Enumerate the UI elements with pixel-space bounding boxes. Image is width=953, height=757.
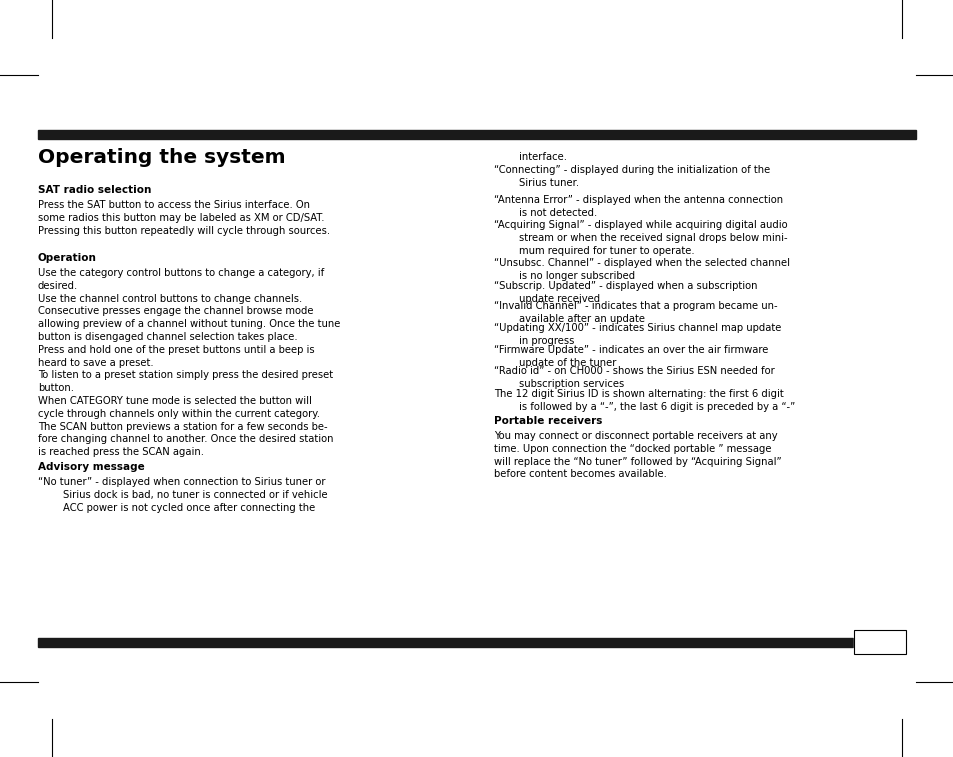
Text: Advisory message: Advisory message bbox=[38, 462, 145, 472]
Bar bbox=[853, 630, 905, 654]
Text: “Invalid Channel” - indicates that a program became un-
        available after : “Invalid Channel” - indicates that a pro… bbox=[494, 301, 777, 324]
Text: “Antenna Error” - displayed when the antenna connection
        is not detected.: “Antenna Error” - displayed when the ant… bbox=[494, 195, 782, 218]
Text: “Acquiring Signal” - displayed while acquiring digital audio
        stream or w: “Acquiring Signal” - displayed while acq… bbox=[494, 220, 787, 256]
Text: “Updating XX/100” - indicates Sirius channel map update
        in progress: “Updating XX/100” - indicates Sirius cha… bbox=[494, 323, 781, 346]
Text: “No tuner” - displayed when connection to Sirius tuner or
        Sirius dock is: “No tuner” - displayed when connection t… bbox=[38, 477, 327, 512]
Text: SAT radio selection: SAT radio selection bbox=[38, 185, 152, 195]
Text: Operation: Operation bbox=[38, 253, 97, 263]
Text: interface.: interface. bbox=[494, 152, 566, 162]
Text: Operating the system: Operating the system bbox=[38, 148, 285, 167]
Text: Use the category control buttons to change a category, if
desired.
Use the chann: Use the category control buttons to chan… bbox=[38, 268, 340, 457]
Text: “Firmware Update” - indicates an over the air firmware
        update of the tun: “Firmware Update” - indicates an over th… bbox=[494, 345, 767, 368]
Text: You may connect or disconnect portable receivers at any
time. Upon connection th: You may connect or disconnect portable r… bbox=[494, 431, 781, 479]
Bar bbox=[38, 130, 915, 139]
Bar bbox=[38, 638, 852, 647]
Text: “Subscrip. Updated” - displayed when a subscription
        update received: “Subscrip. Updated” - displayed when a s… bbox=[494, 281, 757, 304]
Bar bbox=[853, 630, 905, 654]
Text: “Unsubsc. Channel” - displayed when the selected channel
        is no longer su: “Unsubsc. Channel” - displayed when the … bbox=[494, 258, 789, 281]
Text: “Radio id” - on CH000 - shows the Sirius ESN needed for
        subscription ser: “Radio id” - on CH000 - shows the Sirius… bbox=[494, 366, 774, 389]
Text: “Connecting” - displayed during the initialization of the
        Sirius tuner.: “Connecting” - displayed during the init… bbox=[494, 165, 769, 188]
Text: Portable receivers: Portable receivers bbox=[494, 416, 601, 426]
Text: Press the SAT button to access the Sirius interface. On
some radios this button : Press the SAT button to access the Siriu… bbox=[38, 200, 330, 235]
Text: The 12 digit Sirius ID is shown alternating: the first 6 digit
        is follow: The 12 digit Sirius ID is shown alternat… bbox=[494, 389, 795, 412]
